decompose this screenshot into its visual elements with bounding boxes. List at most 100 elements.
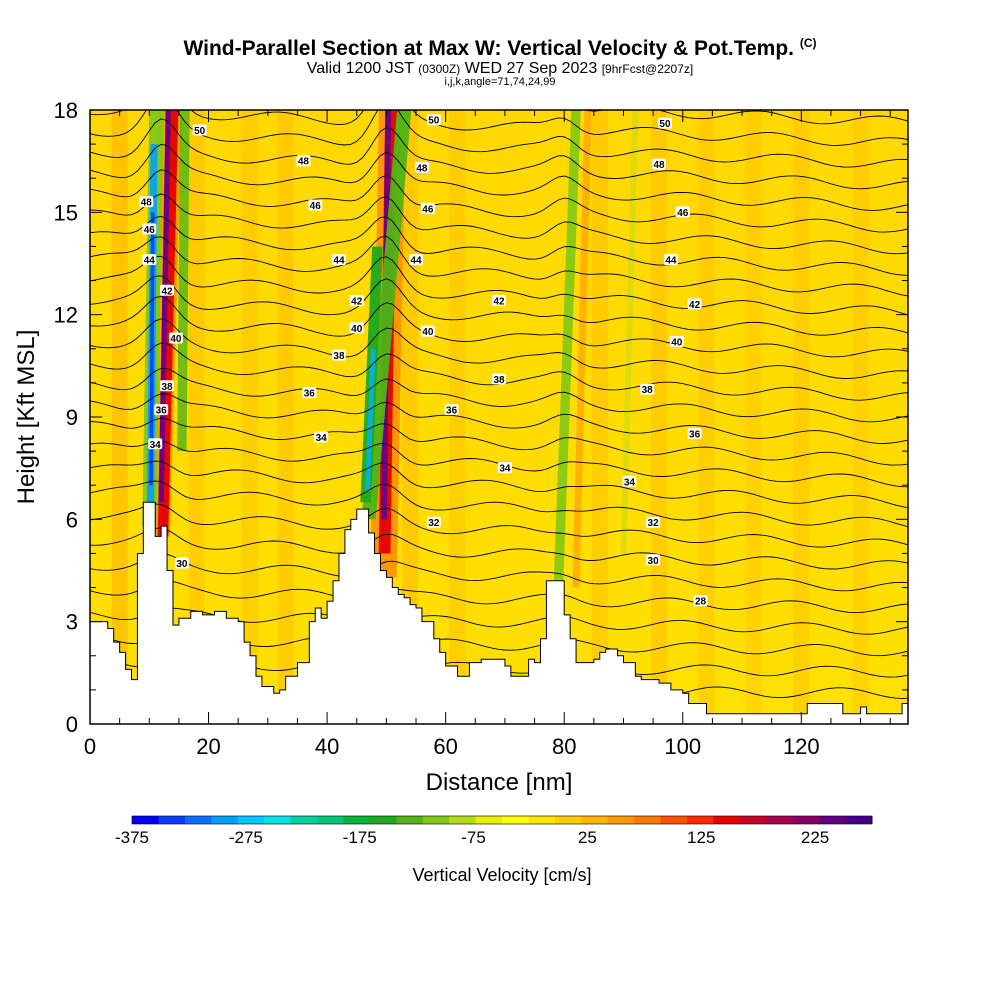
contour-label: 46 [308, 199, 323, 212]
contour-label: 38 [640, 383, 655, 396]
svg-text:46: 46 [144, 225, 156, 236]
chart-title: Wind-Parallel Section at Max W: Vertical… [183, 36, 817, 60]
chart-params: i,j,k,angle=71,74,24,99 [444, 76, 556, 88]
colorbar-tick-label: 225 [801, 828, 829, 847]
svg-text:32: 32 [428, 518, 440, 529]
colorbar-swatch [369, 816, 397, 824]
svg-text:32: 32 [648, 518, 660, 529]
contour-label: 30 [174, 557, 189, 570]
theta-isoline [90, 393, 908, 444]
contour-label: 46 [420, 202, 435, 215]
contour-label: 50 [657, 117, 672, 130]
svg-text:44: 44 [144, 256, 156, 267]
contour-label: 44 [409, 254, 424, 267]
weak-updraft-band [698, 110, 715, 724]
contour-label: 38 [492, 373, 506, 386]
theta-isoline [90, 275, 908, 336]
theta-isoline [90, 318, 908, 379]
colorbar-swatch [237, 816, 265, 824]
contour-label: 42 [492, 295, 506, 308]
contour-label: 44 [142, 254, 157, 267]
contour-label: 42 [160, 284, 175, 297]
velocity-plume [572, 110, 592, 588]
x-tick-label: 40 [315, 734, 339, 759]
colorbar: -375 -275 -175 -75 25 125 225 Vertical Velocity… [115, 815, 873, 885]
contour-label: 36 [444, 404, 459, 417]
velocity-plume [620, 110, 639, 554]
contour-label: 42 [349, 295, 364, 308]
weak-updraft-band [852, 110, 869, 724]
theta-isoline [90, 193, 908, 255]
svg-text:50: 50 [194, 126, 206, 137]
svg-text:38: 38 [161, 382, 173, 393]
colorbar-swatch [502, 816, 529, 824]
svg-text:42: 42 [351, 297, 363, 308]
theta-isoline [90, 9, 908, 84]
svg-text:36: 36 [446, 406, 458, 417]
colorbar-swatch [713, 816, 741, 824]
svg-text:40: 40 [170, 334, 182, 345]
y-axis-label: Height [Kft MSL] [13, 330, 40, 505]
contour-label: 50 [426, 114, 441, 127]
svg-text:48: 48 [298, 157, 310, 168]
colorbar-swatch [264, 816, 292, 824]
colorbar-swatch [687, 816, 714, 824]
theta-isoline [90, 110, 908, 168]
svg-text:36: 36 [304, 389, 316, 400]
theta-isoline [90, 255, 908, 316]
y-tick-label: 0 [66, 712, 78, 737]
y-tick-label: 6 [66, 507, 78, 532]
theta-isoline [90, 527, 908, 570]
contour-label: 38 [331, 349, 346, 362]
svg-text:44: 44 [410, 256, 422, 267]
weak-updraft-band [793, 110, 810, 724]
contour-label: 40 [168, 332, 183, 345]
contour-label: 34 [497, 462, 512, 475]
svg-text:38: 38 [493, 375, 505, 386]
colorbar-swatch [845, 816, 873, 824]
terrain-fill [89, 501, 909, 725]
contour-labels: 50 50 50 48 48 48 48 46 46 46 46 44 44 44 44 42 42 42 42 40… [139, 114, 708, 608]
y-tick-label: 15 [54, 200, 78, 225]
y-tick-label: 12 [54, 303, 78, 328]
copyright-mark: (C) [799, 36, 817, 50]
svg-text:30: 30 [648, 556, 660, 567]
svg-text:48: 48 [416, 163, 428, 174]
svg-text:34: 34 [624, 477, 636, 488]
x-tick-label: 80 [552, 734, 576, 759]
contour-label: 40 [349, 322, 364, 335]
weak-updraft-band [591, 110, 608, 724]
weak-updraft-band [449, 110, 466, 724]
y-tick-label: 18 [54, 98, 78, 123]
colorbar-tick-label: 125 [687, 828, 715, 847]
x-tick-label: 100 [664, 734, 701, 759]
svg-text:38: 38 [333, 351, 345, 362]
x-tick-label: 20 [196, 734, 220, 759]
contour-label: 48 [296, 155, 311, 168]
contour-label: 46 [142, 223, 157, 236]
theta-isoline [90, 110, 908, 146]
weak-updraft-band [111, 110, 128, 724]
contour-label: 44 [663, 254, 678, 267]
svg-text:38: 38 [642, 385, 654, 396]
contour-label: 34 [622, 475, 637, 488]
velocity-plume [365, 348, 376, 493]
terrain-mask [89, 501, 909, 725]
theta-contours [90, 0, 908, 699]
svg-text:40: 40 [671, 337, 683, 348]
contour-label: 40 [420, 325, 435, 338]
weak-updraft-band [277, 110, 294, 724]
colorbar-swatch [766, 816, 794, 824]
contour-label: 48 [652, 158, 667, 171]
svg-text:34: 34 [150, 440, 162, 451]
theta-isoline [90, 553, 908, 592]
contour-label: 48 [139, 196, 154, 209]
theta-isoline [90, 0, 908, 64]
velocity-plume [553, 110, 581, 588]
colorbar-swatch [581, 816, 609, 824]
colorbar-title: Vertical Velocity [cm/s] [412, 865, 591, 885]
contour-label: 28 [693, 595, 708, 608]
colorbar-swatch [660, 816, 688, 824]
contour-label: 32 [426, 516, 441, 529]
